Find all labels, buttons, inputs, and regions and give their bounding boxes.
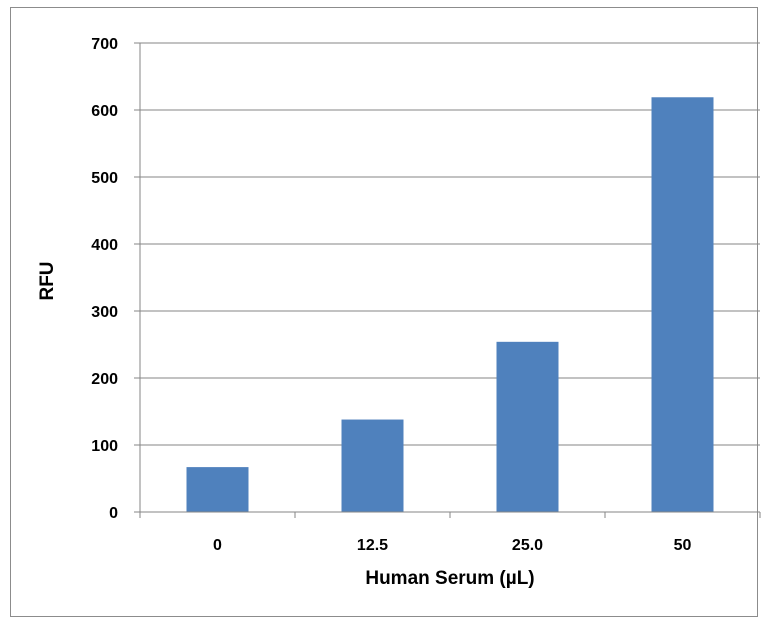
x-axis-title: Human Serum (µL) [365, 568, 534, 589]
y-tick-labels: 0 100 200 300 400 500 600 700 [91, 36, 118, 522]
bar [651, 97, 714, 513]
x-tick-label: 25.0 [512, 537, 543, 554]
bar [186, 467, 249, 512]
y-axis-title: RFU [37, 261, 58, 300]
y-tick-label: 0 [109, 505, 118, 522]
bar [496, 341, 559, 512]
y-tick-label: 500 [91, 170, 118, 187]
x-tick-label: 50 [674, 537, 692, 554]
chart-frame [10, 7, 758, 617]
y-tick-label: 700 [91, 36, 118, 53]
bars [186, 97, 714, 513]
x-tick-label: 0 [213, 537, 222, 554]
x-tick-label: 12.5 [357, 537, 388, 554]
x-tick-labels: 0 12.5 25.0 50 [213, 537, 691, 554]
y-tick-label: 400 [91, 237, 118, 254]
bar [341, 419, 404, 512]
y-tick-label: 100 [91, 438, 118, 455]
y-tick-label: 300 [91, 304, 118, 321]
axes [134, 42, 761, 518]
y-tick-label: 600 [91, 103, 118, 120]
y-tick-label: 200 [91, 371, 118, 388]
